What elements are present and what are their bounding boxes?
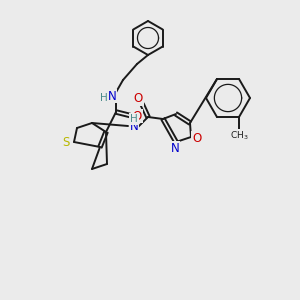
Text: O: O (134, 92, 142, 106)
Text: H: H (130, 114, 138, 124)
Text: CH$_3$: CH$_3$ (230, 130, 248, 142)
Text: O: O (132, 110, 142, 122)
Text: S: S (62, 136, 70, 148)
Text: O: O (192, 131, 202, 145)
Text: N: N (171, 142, 179, 154)
Text: H: H (100, 93, 108, 103)
Text: N: N (108, 89, 116, 103)
Text: N: N (130, 121, 138, 134)
